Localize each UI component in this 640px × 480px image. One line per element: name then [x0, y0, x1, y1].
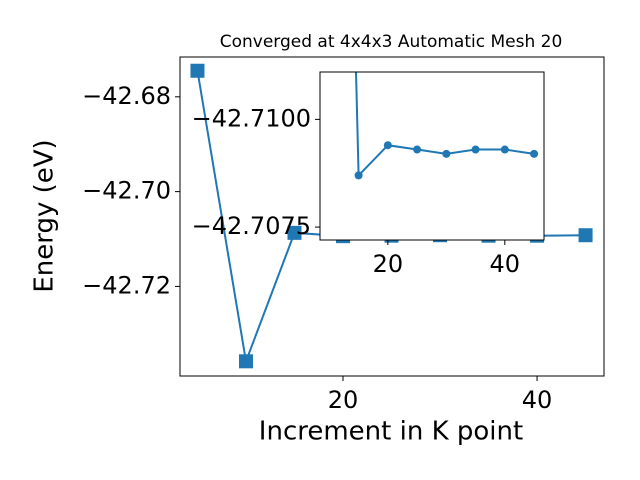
- series-line: [355, 72, 535, 178]
- marker: [354, 171, 363, 180]
- marker: [383, 141, 392, 150]
- plot-area: [354, 72, 539, 180]
- axes-frame: [179, 56, 605, 377]
- y-tick-label: −42.7100: [192, 104, 311, 132]
- axes-frame: [319, 71, 545, 241]
- marker: [578, 228, 593, 243]
- x-tick-label: 40: [490, 250, 521, 278]
- y-tick-label: −42.68: [82, 82, 171, 110]
- y-tick-label: −42.72: [82, 271, 171, 299]
- marker: [442, 149, 451, 158]
- marker: [471, 145, 480, 154]
- marker: [530, 149, 539, 158]
- y-tick-label: −42.7075: [192, 212, 311, 240]
- marker: [500, 145, 509, 154]
- inset-background: [320, 72, 544, 240]
- x-tick-label: 20: [373, 250, 404, 278]
- marker: [287, 225, 302, 240]
- x-axis-label: Increment in K point: [259, 417, 523, 447]
- x-tick-label: 20: [328, 386, 359, 414]
- marker: [238, 354, 253, 369]
- x-tick-label: 40: [522, 386, 553, 414]
- marker: [413, 145, 422, 154]
- y-axis-label: Energy (eV): [30, 139, 60, 292]
- chart-title: Converged at 4x4x3 Automatic Mesh 20: [220, 32, 563, 52]
- marker: [190, 63, 205, 78]
- y-tick-label: −42.70: [82, 177, 171, 205]
